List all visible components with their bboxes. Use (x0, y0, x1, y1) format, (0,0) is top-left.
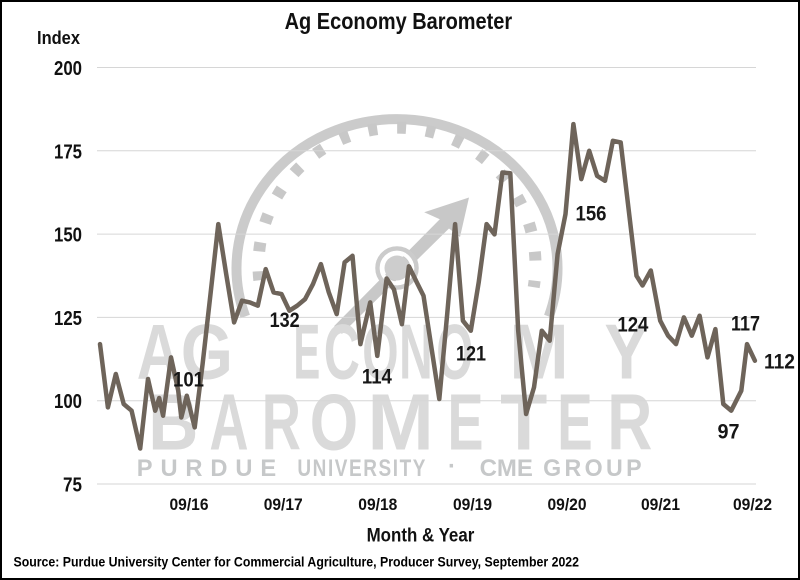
svg-text:97: 97 (718, 421, 740, 444)
svg-text:O: O (310, 378, 358, 467)
svg-text:09/22: 09/22 (733, 495, 772, 514)
svg-text:A: A (137, 308, 180, 396)
svg-text:09/16: 09/16 (170, 495, 209, 514)
svg-text:A: A (209, 378, 248, 467)
svg-text:·: · (448, 453, 456, 480)
svg-text:150: 150 (54, 224, 82, 247)
svg-text:09/17: 09/17 (264, 495, 303, 514)
svg-text:09/19: 09/19 (453, 495, 492, 514)
svg-text:B: B (148, 378, 198, 467)
svg-text:R: R (607, 378, 652, 467)
svg-text:117: 117 (731, 313, 760, 336)
svg-text:GROUP: GROUP (543, 455, 645, 482)
svg-text:PURDUE: PURDUE (137, 455, 284, 482)
svg-text:E: E (448, 378, 484, 467)
svg-text:101: 101 (173, 369, 204, 392)
svg-text:CME: CME (480, 455, 533, 482)
svg-text:09/21: 09/21 (641, 495, 680, 514)
svg-text:C: C (324, 308, 360, 396)
svg-text:200: 200 (54, 57, 82, 80)
svg-text:UNIVERSITY: UNIVERSITY (297, 455, 427, 482)
svg-text:Y: Y (604, 308, 648, 396)
svg-text:124: 124 (617, 314, 648, 337)
svg-text:E: E (294, 308, 321, 396)
svg-text:R: R (262, 378, 301, 467)
svg-text:Ag Economy Barometer: Ag Economy Barometer (285, 8, 513, 34)
svg-text:09/18: 09/18 (358, 495, 397, 514)
svg-text:132: 132 (270, 309, 300, 332)
svg-text:156: 156 (576, 203, 607, 226)
svg-text:M: M (367, 378, 434, 467)
svg-text:75: 75 (63, 474, 82, 497)
svg-text:114: 114 (362, 366, 392, 389)
svg-text:Source: Purdue University Cent: Source: Purdue University Center for Com… (14, 554, 580, 570)
svg-text:112: 112 (764, 351, 795, 374)
svg-text:175: 175 (54, 140, 82, 163)
svg-text:121: 121 (456, 343, 486, 366)
svg-text:100: 100 (54, 390, 82, 413)
svg-text:E: E (557, 378, 592, 467)
svg-text:09/20: 09/20 (548, 495, 587, 514)
svg-text:Month & Year: Month & Year (367, 525, 475, 547)
svg-text:Index: Index (37, 28, 80, 48)
svg-text:125: 125 (54, 307, 82, 330)
